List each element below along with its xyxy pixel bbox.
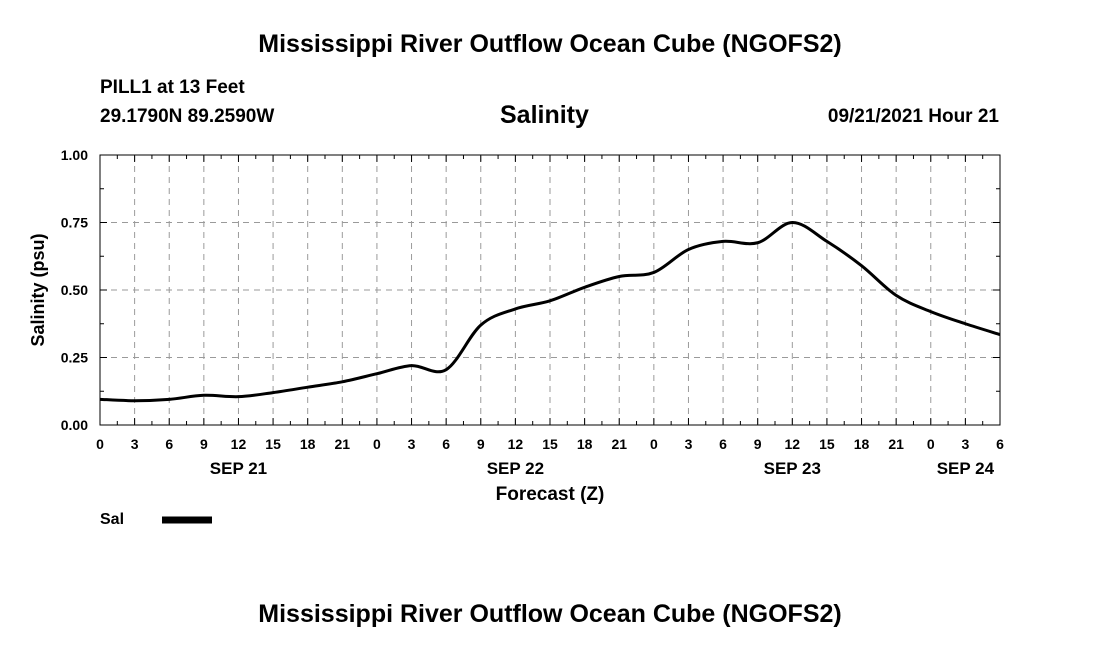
date-label: SEP 21: [210, 459, 267, 478]
x-tick-label: 0: [650, 436, 658, 452]
station-label: PILL1 at 13 Feet: [100, 77, 245, 98]
x-tick-label: 6: [719, 436, 727, 452]
x-tick-label: 15: [819, 436, 835, 452]
y-tick-label: 1.00: [61, 147, 88, 163]
y-tick-label: 0.25: [61, 350, 88, 366]
variable-title: Salinity: [500, 101, 589, 129]
x-tick-label: 0: [96, 436, 104, 452]
x-tick-label: 6: [442, 436, 450, 452]
forecast-datetime: 09/21/2021 Hour 21: [827, 106, 999, 127]
legend-label: Sal: [100, 511, 124, 528]
date-label: SEP 23: [764, 459, 821, 478]
x-tick-label: 0: [373, 436, 381, 452]
x-tick-label: 3: [131, 436, 139, 452]
series-line-sal: [99, 220, 1001, 403]
date-label: SEP 22: [487, 459, 544, 478]
y-tick-label: 0.00: [61, 417, 88, 433]
date-label: SEP 24: [937, 459, 995, 478]
x-tick-label: 3: [685, 436, 693, 452]
y-axis-label: Salinity (psu): [28, 233, 48, 346]
x-tick-label: 15: [542, 436, 558, 452]
x-tick-label: 18: [854, 436, 870, 452]
x-tick-label: 3: [408, 436, 416, 452]
x-tick-label: 6: [996, 436, 1004, 452]
legend: Sal: [100, 511, 212, 528]
x-tick-label: 21: [335, 436, 351, 452]
station-coordinates: 29.1790N 89.2590W: [100, 106, 275, 127]
x-tick-label: 15: [265, 436, 281, 452]
x-tick-label: 9: [200, 436, 208, 452]
x-tick-label: 12: [508, 436, 524, 452]
x-tick-label: 12: [231, 436, 247, 452]
x-tick-label: 9: [477, 436, 485, 452]
chart-title: Mississippi River Outflow Ocean Cube (NG…: [258, 30, 842, 58]
x-axis-label: Forecast (Z): [496, 484, 605, 505]
x-tick-label: 9: [754, 436, 762, 452]
x-tick-label: 18: [300, 436, 316, 452]
x-tick-label: 6: [165, 436, 173, 452]
x-tick-label: 0: [927, 436, 935, 452]
x-tick-label: 12: [785, 436, 801, 452]
x-tick-label: 21: [888, 436, 904, 452]
y-tick-label: 0.75: [61, 215, 88, 231]
x-tick-label: 21: [611, 436, 627, 452]
x-tick-label: 3: [961, 436, 969, 452]
footer-title: Mississippi River Outflow Ocean Cube (NG…: [258, 600, 842, 628]
y-tick-label: 0.50: [61, 282, 88, 298]
x-tick-label: 18: [577, 436, 593, 452]
